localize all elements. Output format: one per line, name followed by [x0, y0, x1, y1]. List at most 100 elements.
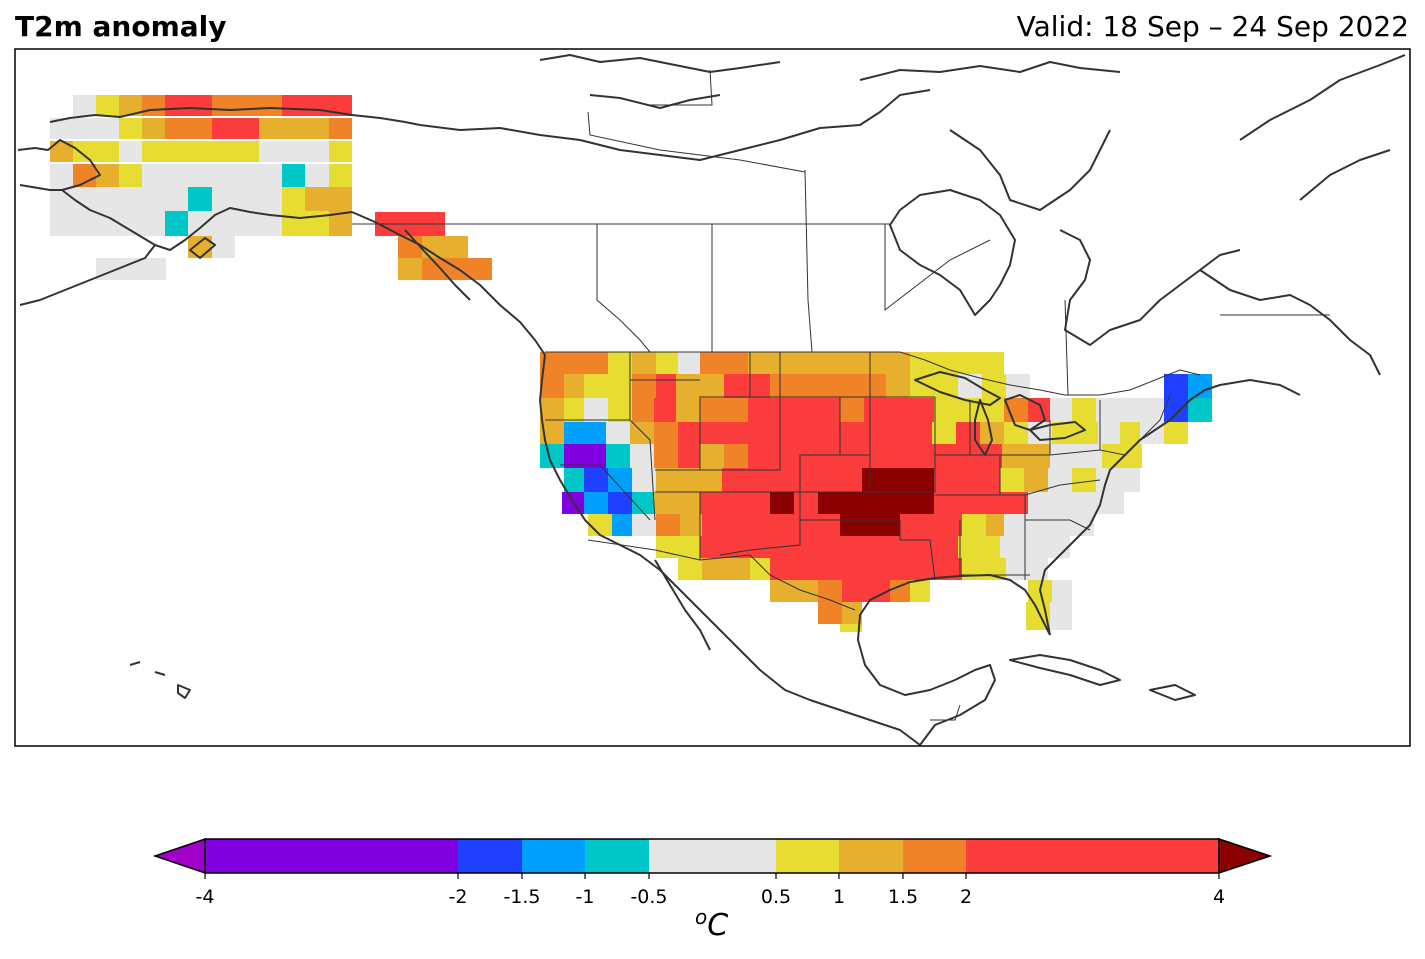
coastlines [17, 54, 1406, 746]
anomaly-cell [700, 444, 724, 468]
colorbar-bin [522, 839, 585, 873]
anomaly-cell [608, 374, 632, 398]
anomaly-cell [235, 95, 282, 116]
anomaly-cell [680, 514, 702, 536]
anomaly-cell [446, 258, 492, 280]
colorbar-tick-label: 1 [833, 886, 845, 908]
anomaly-cell [96, 141, 119, 162]
anomaly-cell [680, 468, 722, 492]
anomaly-cell [212, 118, 259, 139]
anomaly-cell [676, 398, 700, 422]
anomaly-cell [165, 118, 212, 139]
anomaly-cell [676, 492, 700, 514]
anomaly-cell [259, 118, 282, 139]
anomaly-cell [958, 492, 1028, 514]
anomaly-cell [840, 624, 862, 632]
anomaly-cell [422, 236, 468, 258]
anomaly-cell [934, 536, 958, 558]
colorbar-frame [204, 838, 1220, 874]
anomaly-cell [606, 422, 630, 444]
anomaly-cell [1000, 536, 1046, 558]
anomaly-cell [700, 398, 748, 422]
anomaly-cell [864, 398, 934, 422]
anomaly-cell [932, 422, 956, 444]
anomaly-cell [584, 398, 608, 422]
anomaly-cell [802, 422, 932, 444]
anomaly-cell [540, 422, 564, 444]
anomaly-cell [834, 352, 868, 374]
colorbar-bin [776, 839, 839, 873]
anomaly-cell [1098, 422, 1120, 444]
anomaly-cell [422, 258, 446, 280]
anomaly-cell [886, 468, 934, 492]
anomaly-cell [588, 352, 608, 374]
anomaly-cell [780, 352, 834, 374]
anomaly-cell [540, 352, 564, 374]
colorbar-bin [205, 839, 458, 873]
anomaly-cell [834, 536, 934, 558]
anomaly-cell [329, 141, 352, 162]
anomaly-cell [676, 374, 700, 398]
colorbar-tick-label: -1 [576, 886, 595, 908]
anomaly-cell [1052, 580, 1072, 602]
colorbar-tick-label: 0.5 [761, 886, 791, 908]
colorbar-tick-label: -1.5 [503, 886, 540, 908]
anomaly-cell [1188, 398, 1212, 422]
anomaly-cell [632, 352, 656, 374]
anomaly-cell [1120, 422, 1140, 444]
anomaly-cell [608, 468, 632, 492]
anomaly-cell [818, 580, 842, 602]
anomaly-cell [1164, 422, 1188, 444]
colorbar-tick-label: -2 [449, 886, 468, 908]
anomaly-cell [282, 164, 305, 187]
anomaly-grid [50, 95, 1212, 632]
anomaly-cell [282, 118, 329, 139]
anomaly-cell [212, 236, 235, 258]
anomaly-cell [654, 444, 678, 468]
anomaly-cell [612, 514, 632, 536]
anomaly-cell [50, 164, 73, 187]
anomaly-cell [656, 468, 680, 492]
anomaly-cell [724, 352, 748, 374]
anomaly-cell [702, 514, 748, 536]
anomaly-cell [188, 187, 212, 211]
anomaly-cell [1050, 602, 1072, 630]
anomaly-cell [678, 444, 700, 468]
political-borders [352, 69, 1330, 721]
anomaly-cell [165, 95, 212, 116]
anomaly-cell [73, 95, 96, 116]
map-title: T2m anomaly [15, 10, 227, 43]
anomaly-cell [862, 468, 886, 492]
anomaly-cell [910, 580, 930, 602]
anomaly-cell [1100, 492, 1124, 514]
anomaly-cell [654, 398, 676, 422]
anomaly-cell [770, 492, 794, 514]
anomaly-cell [702, 422, 802, 444]
anomaly-cell [656, 514, 680, 536]
anomaly-cell [564, 352, 588, 374]
anomaly-cell [212, 187, 282, 211]
anomaly-cell [656, 352, 678, 374]
anomaly-cell [73, 164, 96, 187]
anomaly-cell [305, 164, 329, 187]
anomaly-cell [818, 492, 934, 514]
anomaly-cell [770, 374, 862, 398]
anomaly-cell [165, 211, 188, 236]
anomaly-cell [608, 398, 632, 422]
anomaly-cell [958, 536, 1000, 558]
colorbar-bin [966, 839, 1219, 873]
anomaly-cell [584, 468, 608, 492]
valid-period: Valid: 18 Sep – 24 Sep 2022 [1016, 10, 1409, 43]
anomaly-cell [540, 374, 564, 398]
anomaly-cell [934, 352, 1004, 374]
anomaly-cell [564, 468, 584, 492]
anomaly-cell [564, 422, 606, 444]
anomaly-cell [1024, 468, 1048, 492]
anomaly-cell [584, 492, 608, 514]
anomaly-cell [1050, 398, 1072, 422]
anomaly-cell [1072, 468, 1096, 492]
anomaly-cell [890, 580, 910, 602]
anomaly-cell [840, 558, 938, 580]
anomaly-cell [96, 95, 119, 116]
